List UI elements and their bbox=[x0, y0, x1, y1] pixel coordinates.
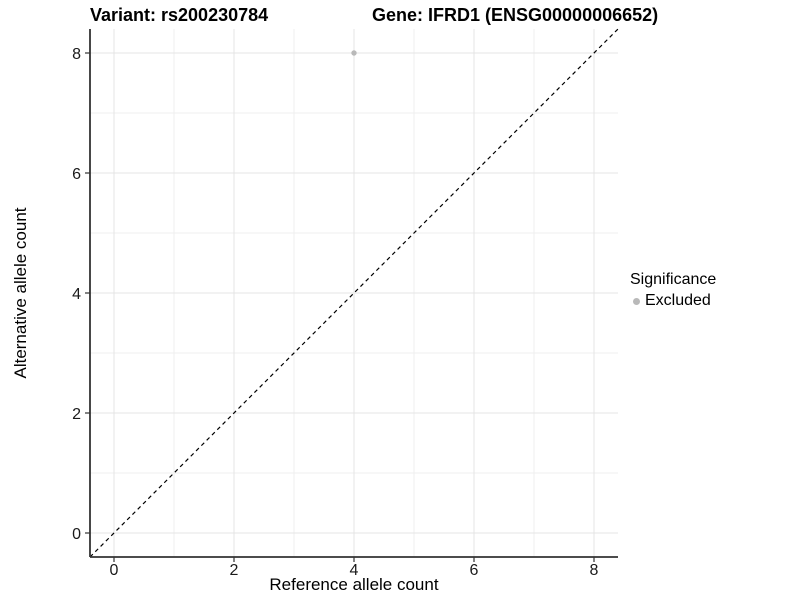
legend-key bbox=[630, 293, 643, 309]
x-tick-label: 0 bbox=[110, 562, 119, 579]
y-tick-label: 4 bbox=[72, 286, 81, 303]
y-tick-label: 8 bbox=[72, 46, 81, 63]
y-tick-label: 2 bbox=[72, 406, 81, 423]
y-axis-label: Alternative allele count bbox=[11, 207, 30, 379]
excluded-dot-icon bbox=[633, 297, 640, 305]
legend-item-excluded: Excluded bbox=[630, 292, 716, 310]
legend: Significance Excluded bbox=[630, 271, 716, 310]
x-axis-label: Reference allele count bbox=[269, 575, 439, 594]
data-point bbox=[351, 50, 357, 56]
x-tick-label: 2 bbox=[230, 562, 239, 579]
y-tick-label: 0 bbox=[72, 526, 81, 543]
y-tick-label: 6 bbox=[72, 166, 81, 183]
x-tick-label: 8 bbox=[590, 562, 599, 579]
variant-title: Variant: rs200230784 bbox=[90, 5, 269, 25]
legend-title: Significance bbox=[630, 271, 717, 288]
x-tick-label: 4 bbox=[350, 562, 359, 579]
x-tick-label: 6 bbox=[470, 562, 479, 579]
gene-title: Gene: IFRD1 (ENSG00000006652) bbox=[372, 5, 659, 25]
legend-item-label: Excluded bbox=[645, 292, 711, 309]
